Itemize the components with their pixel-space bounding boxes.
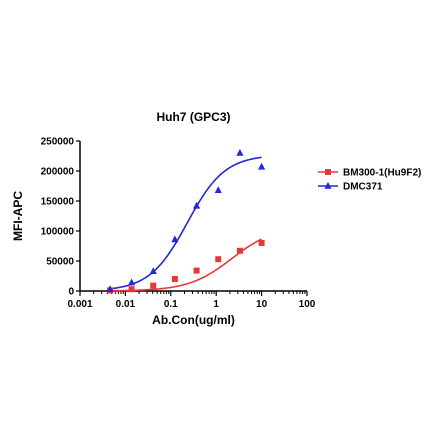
data-point <box>258 162 266 170</box>
data-points <box>106 149 266 294</box>
data-point <box>215 256 222 263</box>
fit-curves <box>109 156 262 292</box>
data-point <box>149 267 157 274</box>
legend: BM300-1(Hu9F2) DMC371 <box>318 168 421 193</box>
x-tick-label: 100 <box>299 299 316 310</box>
y-tick-label: 250000 <box>41 137 75 148</box>
data-point <box>192 201 201 209</box>
y-axis-label: MFI-APC <box>11 191 25 241</box>
x-tick-label: 10 <box>256 299 268 310</box>
data-point <box>193 267 200 274</box>
data-point <box>214 186 222 193</box>
data-point <box>171 276 178 282</box>
data-point <box>150 282 157 289</box>
x-tick-label: 0.1 <box>164 299 178 310</box>
data-point <box>106 285 114 292</box>
data-point <box>258 240 265 246</box>
x-axis-label: Ab.Con(ug/ml) <box>152 313 235 327</box>
data-point <box>171 235 179 243</box>
fit-curve <box>110 238 262 292</box>
y-tick-label: 200000 <box>41 167 75 178</box>
legend-label: BM300-1(Hu9F2) <box>343 168 421 179</box>
legend-marker <box>324 182 332 189</box>
x-tick-label: 0.01 <box>116 299 136 310</box>
y-tick-label: 50000 <box>46 257 74 268</box>
data-point <box>236 149 244 156</box>
legend-marker <box>325 169 331 175</box>
data-point <box>128 278 136 286</box>
y-tick-label: 100000 <box>41 227 75 238</box>
legend-label: DMC371 <box>343 182 383 193</box>
y-tick-label: 150000 <box>41 197 75 208</box>
chart-title: Huh7 (GPC3) <box>156 110 230 124</box>
axes: 0 50000 100000 150000 200000 250000 0.001 0.01 0… <box>41 137 316 311</box>
x-tick-label: 0.001 <box>67 299 92 310</box>
y-tick-label: 0 <box>68 287 74 298</box>
fit-curve <box>109 156 262 290</box>
data-point <box>128 286 135 293</box>
data-point <box>236 247 243 254</box>
x-tick-label: 1 <box>213 299 219 310</box>
